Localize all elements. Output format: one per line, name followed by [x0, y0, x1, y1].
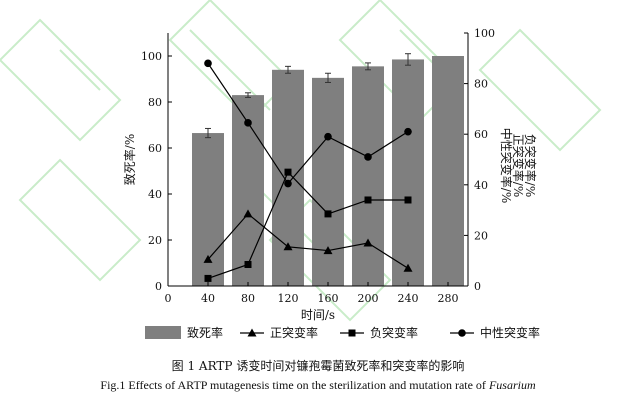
point-triangle — [363, 238, 373, 247]
caption-english-text: Fig.1 Effects of ARTP mutagenesis time o… — [100, 378, 489, 392]
point-circle — [364, 153, 372, 161]
point-triangle — [203, 254, 213, 263]
left-axis-title: 致死率/% — [122, 134, 137, 185]
point-circle — [324, 132, 332, 141]
point-triangle — [323, 246, 333, 255]
left-tick-label: 40 — [148, 188, 162, 201]
point-square — [284, 168, 292, 176]
x-axis-title: 时间/s — [301, 308, 335, 322]
x-tick-label: 120 — [278, 292, 299, 305]
x-tick-label: 280 — [438, 292, 459, 305]
right-axis-title: 正突变率/% — [511, 134, 526, 197]
x-tick-label: 160 — [318, 292, 339, 305]
legend-label-circle: 中性突变率 — [480, 325, 540, 340]
bar-lethality-80 — [232, 95, 264, 286]
x-tick-label: 40 — [201, 292, 215, 305]
figure-caption-english: Fig.1 Effects of ARTP mutagenesis time o… — [0, 378, 636, 393]
bar-lethality-200 — [352, 66, 384, 286]
point-triangle — [243, 209, 253, 218]
left-tick-label: 80 — [148, 96, 162, 109]
left-tick-label: 100 — [141, 50, 162, 63]
right-tick-label: 60 — [474, 128, 488, 141]
caption-english-italic: Fusarium — [488, 378, 536, 392]
left-tick-label: 20 — [148, 234, 162, 247]
line-circle — [207, 63, 409, 185]
point-square — [244, 260, 252, 268]
point-circle — [204, 59, 212, 68]
bar-lethality-240 — [392, 59, 424, 287]
right-tick-label: 80 — [474, 78, 488, 91]
x-tick-label: 200 — [358, 292, 379, 305]
bar-lethality-120 — [272, 69, 304, 286]
x-tick-label: 80 — [241, 292, 255, 305]
legend-label-triangle: 正突变率 — [270, 325, 318, 340]
left-tick-label: 0 — [155, 280, 162, 293]
bar-lethality-280 — [432, 56, 464, 286]
line-triangle — [207, 213, 409, 269]
x-tick-label: 0 — [165, 292, 172, 305]
point-square — [364, 196, 372, 204]
legend-marker-square — [348, 329, 356, 337]
point-circle — [284, 179, 292, 188]
right-tick-label: 40 — [474, 179, 488, 192]
legend-label-square: 负突变率 — [370, 325, 418, 340]
point-circle — [244, 119, 252, 127]
point-square — [204, 274, 212, 282]
point-square — [404, 196, 412, 204]
bar-lethality-40 — [192, 133, 224, 286]
legend-label-bar: 致死率 — [187, 325, 223, 340]
legend-marker-triangle — [247, 328, 257, 337]
right-axis-title: 中性突变率/% — [499, 128, 514, 203]
point-circle — [404, 127, 412, 136]
left-tick-label: 60 — [148, 142, 162, 155]
right-tick-label: 0 — [474, 280, 481, 293]
bar-lethality-160 — [312, 77, 344, 286]
point-triangle — [403, 263, 413, 272]
legend-marker-circle — [458, 329, 466, 337]
point-square — [324, 210, 332, 218]
point-triangle — [283, 242, 293, 251]
figure-caption-chinese: 图 1 ARTP 诱变时间对镰孢霉菌致死率和突变率的影响 — [171, 359, 465, 373]
right-tick-label: 20 — [474, 229, 488, 242]
line-square — [207, 171, 408, 279]
x-tick-label: 240 — [398, 292, 419, 305]
legend-swatch-bar — [145, 326, 181, 339]
right-axis-title: 负突变率/% — [523, 134, 538, 197]
right-tick-label: 100 — [474, 27, 495, 40]
